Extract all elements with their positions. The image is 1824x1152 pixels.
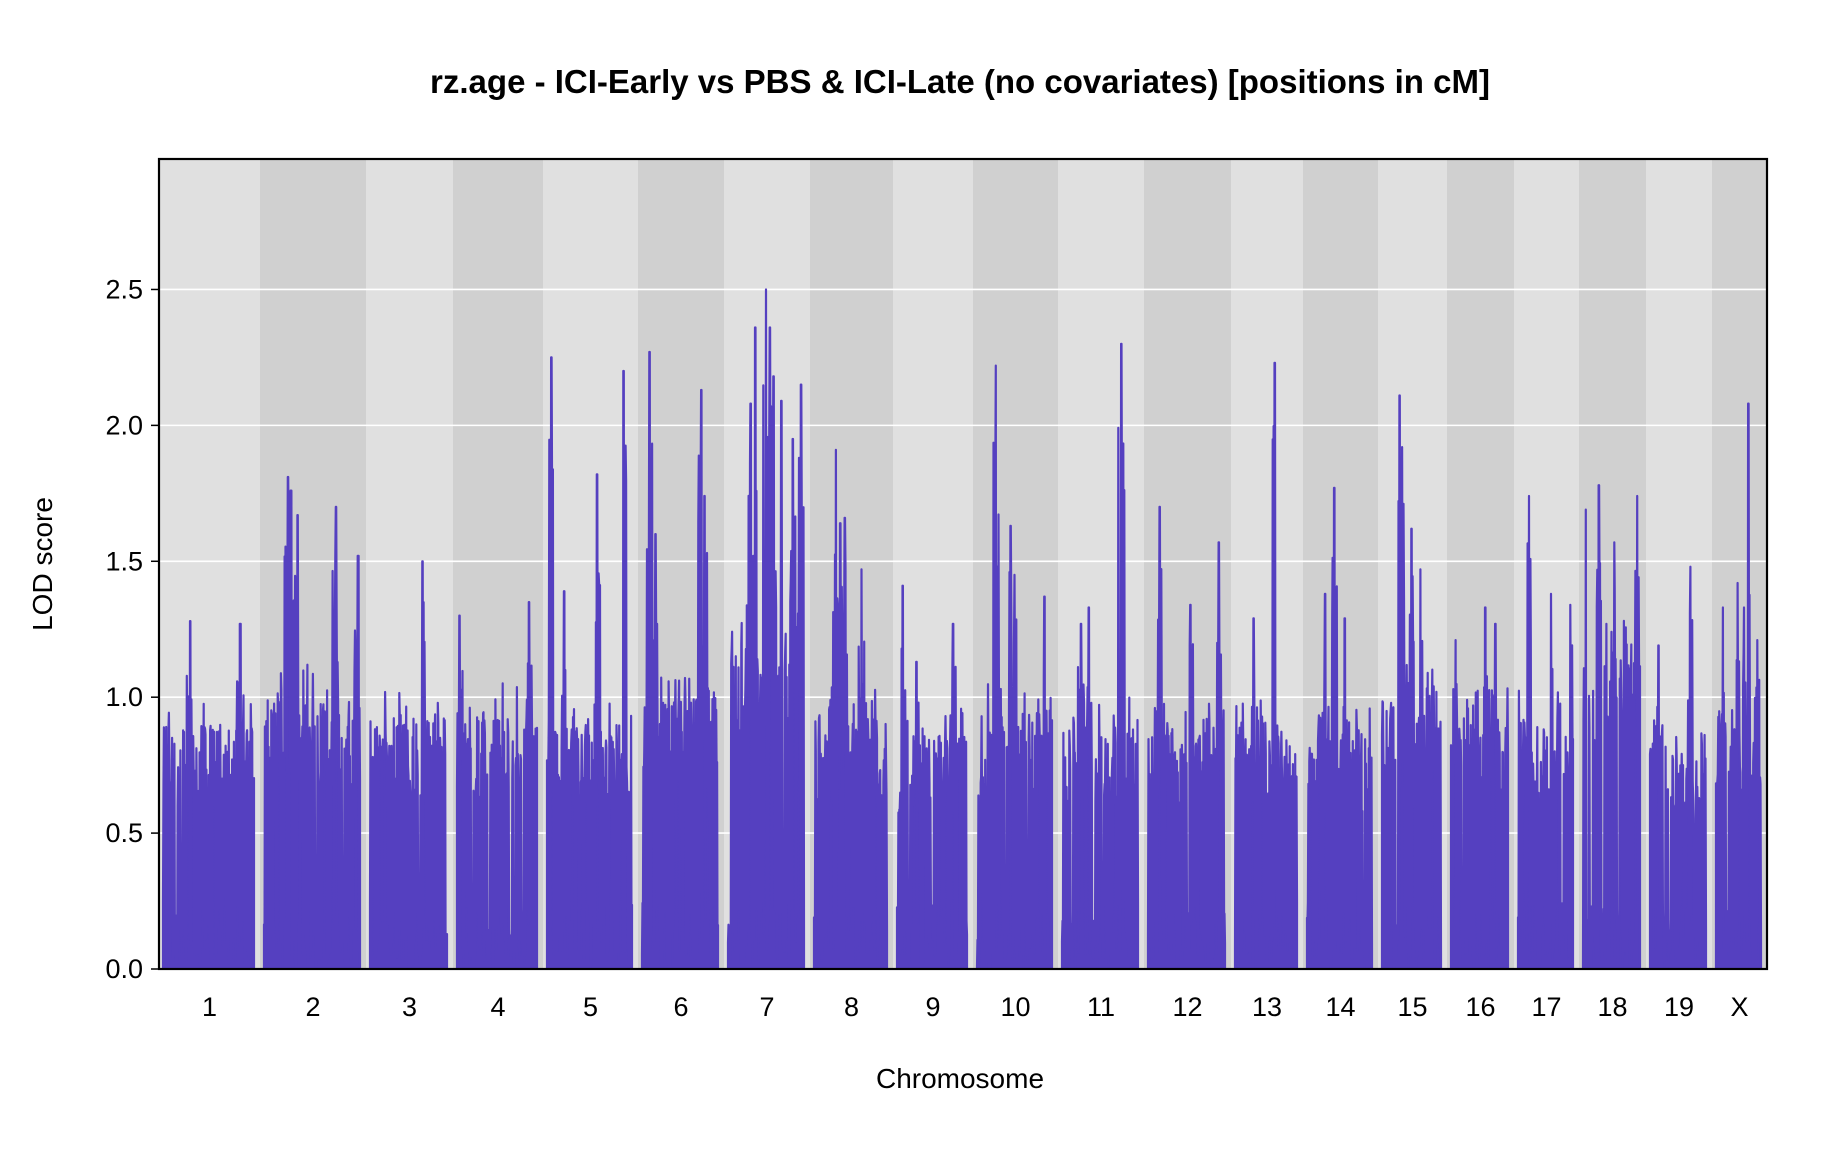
x-tick-label-chr-14: 14: [1325, 992, 1355, 1022]
plot-frame: [157, 157, 1769, 971]
x-tick-label-chr-16: 16: [1465, 992, 1495, 1022]
x-tick-label-chr-19: 19: [1664, 992, 1694, 1022]
y-tick-label: 2.5: [105, 274, 143, 304]
x-tick-label-chr-5: 5: [583, 992, 598, 1022]
x-tick-label-chr-X: X: [1730, 992, 1748, 1022]
x-tick-label-chr-4: 4: [490, 992, 505, 1022]
x-tick-label-chr-9: 9: [925, 992, 940, 1022]
lod-trace-chr-14: [1305, 486, 1374, 970]
x-tick-label-chr-15: 15: [1397, 992, 1427, 1022]
x-tick-label-chr-7: 7: [759, 992, 774, 1022]
lod-trace-chr-X: [1714, 402, 1763, 969]
lod-series: [161, 288, 1763, 970]
x-tick-label-chr-11: 11: [1087, 992, 1115, 1022]
x-tick-label-chr-8: 8: [844, 992, 859, 1022]
x-tick-label-chr-1: 1: [202, 992, 217, 1022]
lod-trace-chr-9: [895, 584, 969, 970]
x-tick-label-chr-10: 10: [1000, 992, 1030, 1022]
lod-trace-chr-18: [1581, 484, 1642, 970]
y-tick-label: 1.0: [105, 682, 143, 712]
lod-trace-chr-12: [1146, 505, 1227, 969]
lod-trace-chr-11: [1060, 342, 1140, 970]
y-tick-label: 1.5: [105, 546, 143, 576]
x-tick-label-chr-2: 2: [305, 992, 320, 1022]
y-axis: 0.0 0.5 1.0 1.5 2.0 2.5: [105, 274, 159, 984]
x-axis-label: Chromosome: [876, 1063, 1044, 1094]
y-tick-label: 2.0: [105, 410, 143, 440]
y-tick-label: 0.0: [105, 954, 143, 984]
lod-trace-chr-8: [812, 448, 889, 969]
x-tick-label-chr-18: 18: [1597, 992, 1627, 1022]
x-tick-label-chr-3: 3: [402, 992, 417, 1022]
lod-trace-chr-19: [1648, 565, 1708, 969]
lod-trace-chr-3: [368, 560, 449, 970]
y-tick-label: 0.5: [105, 818, 143, 848]
x-tick-label-chr-12: 12: [1172, 992, 1202, 1022]
lod-trace-chr-6: [640, 350, 720, 970]
x-tick-label-chr-17: 17: [1531, 992, 1561, 1022]
y-axis-label: LOD score: [27, 497, 58, 631]
lod-trace-chr-4: [455, 601, 539, 970]
x-tick-label-chr-13: 13: [1252, 992, 1282, 1022]
lod-trace-chr-2: [262, 475, 362, 970]
lod-trace-chr-13: [1233, 361, 1299, 970]
chart-title: rz.age - ICI-Early vs PBS & ICI-Late (no…: [430, 63, 1490, 100]
lod-trace-chr-5: [545, 356, 634, 969]
lod-trace-chr-7: [726, 288, 806, 970]
lod-trace-chr-10: [975, 364, 1054, 970]
lod-trace-chr-15: [1380, 394, 1443, 970]
lod-trace-chr-17: [1516, 494, 1575, 970]
x-tick-label-chr-6: 6: [673, 992, 688, 1022]
lod-trace-chr-1: [161, 620, 256, 969]
x-axis: 1 2 3 4 5 6 7 8 9 10 11 12 13 14 15 16 17 18 19 X: [202, 992, 1749, 1022]
lod-trace-chr-16: [1449, 606, 1510, 970]
